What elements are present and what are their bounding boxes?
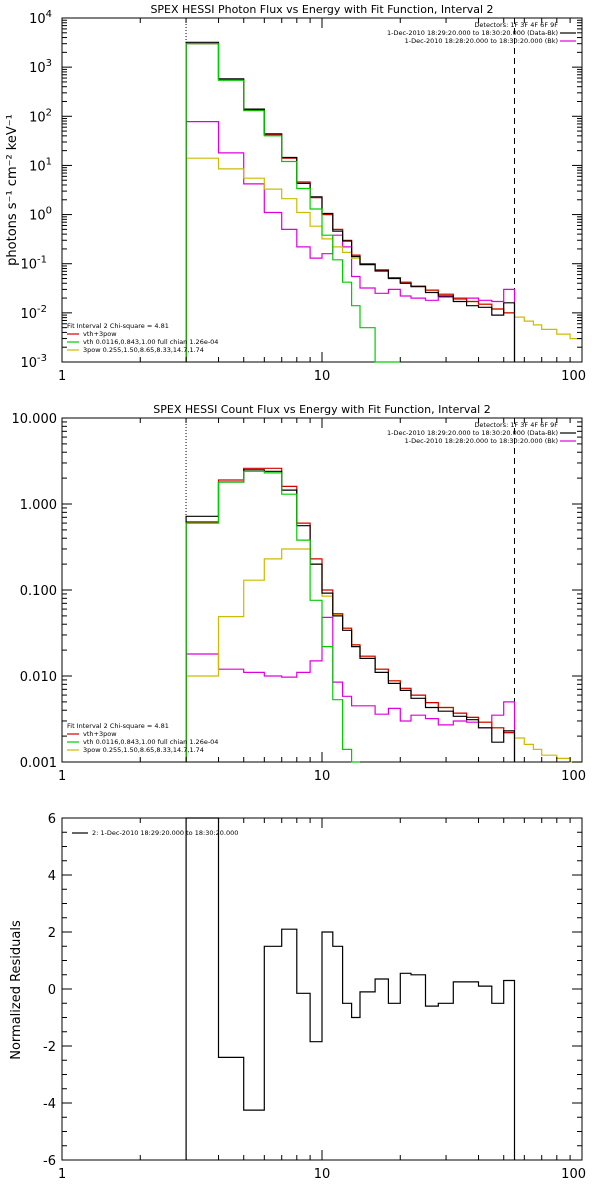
y-tick-label: 1.000 bbox=[20, 498, 57, 513]
thermal-series-line bbox=[185, 43, 401, 363]
data-series-line bbox=[185, 469, 516, 762]
residuals-y-ticks: -6 -4 -2 0 2 4 6 bbox=[43, 812, 582, 1169]
photon-y-axis-label: photons s⁻¹ cm⁻² keV⁻¹ bbox=[5, 114, 20, 266]
x-tick-label: 10 bbox=[314, 769, 331, 784]
legend-top-entry: 1-Dec-2010 18:28:20.000 to 18:30:20.000 … bbox=[405, 37, 558, 45]
count-legend-top: Detectors: 1F 3F 4F 6F 9F1-Dec-2010 18:2… bbox=[387, 421, 576, 445]
y-tick-label: 10.000 bbox=[12, 412, 58, 427]
x-tick-label: 100 bbox=[561, 769, 586, 784]
y-tick-label: 104 bbox=[29, 9, 52, 27]
background-series-line bbox=[185, 616, 516, 762]
power-law-series-line bbox=[185, 157, 582, 362]
background-series-line bbox=[185, 121, 516, 362]
legend-entry: 2: 1-Dec-2010 18:29:20.000 to 18:30:20.0… bbox=[92, 829, 238, 837]
legend-bottom-entry: vth 0.0116,0.843,1.00 full chian 1.26e-0… bbox=[83, 338, 218, 346]
residuals-legend: 2: 1-Dec-2010 18:29:20.000 to 18:30:20.0… bbox=[72, 829, 238, 837]
y-tick-label: 101 bbox=[29, 156, 52, 174]
y-tick-label: -6 bbox=[43, 1154, 56, 1169]
legend-top-entry: Detectors: 1F 3F 4F 6F 9F bbox=[474, 21, 558, 29]
count-chart-title: SPEX HESSI Count Flux vs Energy with Fit… bbox=[153, 403, 490, 416]
photon-series bbox=[185, 41, 582, 363]
y-tick-label: -4 bbox=[43, 1097, 56, 1112]
y-tick-label: -2 bbox=[43, 1040, 56, 1055]
power-law-series-line bbox=[185, 548, 582, 763]
total-fit-series-line bbox=[185, 43, 515, 362]
count-flux-panel: SPEX HESSI Count Flux vs Energy with Fit… bbox=[12, 403, 587, 784]
photon-legend-top: Detectors: 1F 3F 4F 6F 9F1-Dec-2010 18:2… bbox=[387, 21, 576, 45]
y-tick-label: 0.100 bbox=[20, 584, 57, 599]
y-tick-label: 6 bbox=[48, 812, 56, 827]
y-tick-label: 4 bbox=[48, 869, 56, 884]
photon-fit-range-lines bbox=[185, 18, 515, 362]
y-tick-label: 102 bbox=[29, 107, 52, 125]
residuals-x-ticks: 1 10 100 bbox=[58, 818, 586, 1182]
y-tick-label: 0.010 bbox=[20, 670, 57, 685]
count-legend-bottom: Fit Interval 2 Chi-square = 4.81vth+3pow… bbox=[67, 722, 218, 754]
total-fit-series-line bbox=[185, 467, 515, 762]
y-tick-label: 0 bbox=[48, 983, 56, 998]
legend-bottom-entry: vth 0.0116,0.843,1.00 full chian 1.26e-0… bbox=[83, 738, 218, 746]
residuals-series-line bbox=[185, 817, 516, 1160]
legend-bottom-entry: 3pow 0.255,1.50,8.65,8.33,14.7,1.74 bbox=[83, 746, 204, 754]
thermal-series-line bbox=[185, 470, 360, 763]
x-tick-label: 1 bbox=[58, 369, 66, 384]
legend-bottom-header: Fit Interval 2 Chi-square = 4.81 bbox=[67, 722, 169, 730]
count-x-ticks: 1 10 100 bbox=[58, 418, 586, 784]
photon-chart-title: SPEX HESSI Photon Flux vs Energy with Fi… bbox=[150, 3, 493, 16]
residuals-series bbox=[185, 817, 516, 1160]
y-tick-label: 10-2 bbox=[20, 304, 47, 322]
count-fit-range-lines bbox=[185, 418, 515, 762]
y-tick-label: 103 bbox=[29, 58, 52, 76]
y-tick-label: 10-3 bbox=[20, 353, 47, 371]
residuals-y-axis-label: Normalized Residuals bbox=[9, 920, 24, 1060]
legend-top-entry: 1-Dec-2010 18:28:20.000 to 18:30:20.000 … bbox=[405, 437, 558, 445]
legend-top-entry: 1-Dec-2010 18:29:20.000 to 18:30:20.000 … bbox=[387, 429, 558, 437]
x-tick-label: 100 bbox=[561, 1167, 586, 1182]
photon-y-ticks: 10-3 10-2 10-1 100 101 102 103 104 bbox=[20, 9, 582, 371]
photon-x-ticks: 1 10 100 bbox=[58, 18, 586, 384]
photon-flux-panel: SPEX HESSI Photon Flux vs Energy with Fi… bbox=[5, 3, 586, 384]
x-tick-label: 10 bbox=[314, 369, 331, 384]
count-series bbox=[185, 467, 582, 763]
x-tick-label: 1 bbox=[58, 769, 66, 784]
legend-top-entry: 1-Dec-2010 18:29:20.000 to 18:30:20.000 … bbox=[387, 29, 558, 37]
legend-bottom-header: Fit Interval 2 Chi-square = 4.81 bbox=[67, 322, 169, 330]
legend-top-entry: Detectors: 1F 3F 4F 6F 9F bbox=[474, 421, 558, 429]
legend-bottom-entry: 3pow 0.255,1.50,8.65,8.33,14.7,1.74 bbox=[83, 346, 204, 354]
residuals-panel: Normalized Residuals 1 10 100 -6 -4 -2 0 2 4 6 2… bbox=[9, 812, 586, 1182]
x-tick-label: 1 bbox=[58, 1167, 66, 1182]
y-tick-label: 0.001 bbox=[20, 756, 57, 771]
photon-legend-bottom: Fit Interval 2 Chi-square = 4.81vth+3pow… bbox=[67, 322, 218, 354]
legend-bottom-entry: vth+3pow bbox=[83, 730, 117, 738]
y-tick-label: 100 bbox=[29, 206, 52, 224]
x-tick-label: 10 bbox=[314, 1167, 331, 1182]
x-tick-label: 100 bbox=[561, 369, 586, 384]
y-tick-label: 2 bbox=[48, 926, 56, 941]
legend-bottom-entry: vth+3pow bbox=[83, 330, 117, 338]
y-tick-label: 10-1 bbox=[20, 255, 47, 273]
data-series-line bbox=[185, 41, 516, 362]
count-y-ticks: 0.001 0.010 0.100 1.000 10.000 bbox=[12, 412, 582, 771]
